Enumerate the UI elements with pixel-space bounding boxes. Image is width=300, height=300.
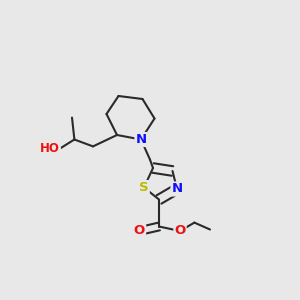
Text: O: O: [134, 224, 145, 238]
Text: O: O: [174, 224, 186, 238]
Text: HO: HO: [40, 142, 60, 155]
Text: N: N: [171, 182, 183, 196]
Text: N: N: [135, 133, 147, 146]
Text: S: S: [139, 181, 149, 194]
